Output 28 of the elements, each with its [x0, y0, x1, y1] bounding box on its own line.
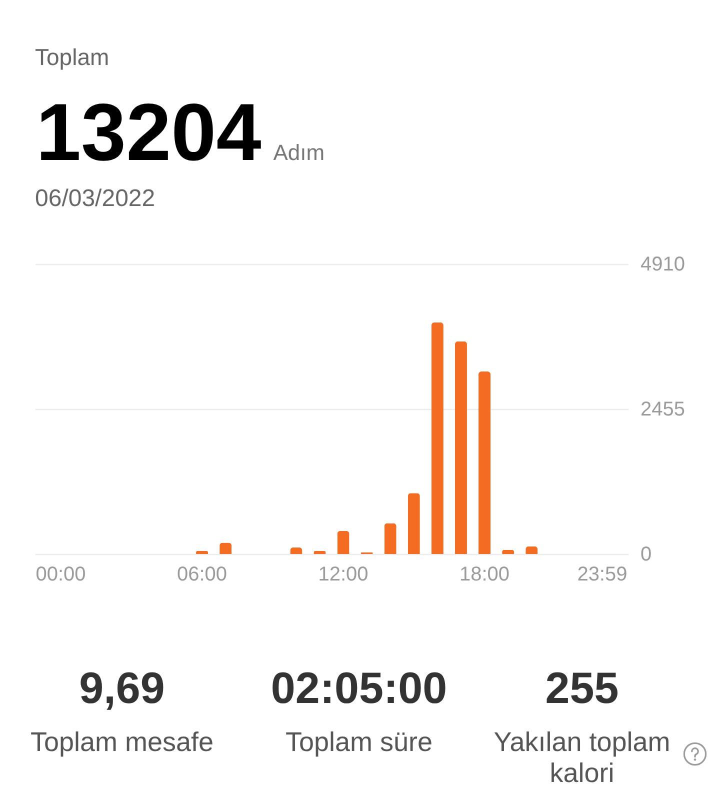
- text: 13204: [36, 88, 262, 178]
- x-tick-label: 00:00: [36, 564, 86, 586]
- text: 02:05:00: [270, 664, 448, 713]
- x-tick-label: 06:00: [176, 564, 228, 586]
- text: Adım: [273, 140, 325, 166]
- bar: [478, 371, 491, 554]
- bar: [408, 493, 420, 554]
- y-tick-label: 0: [640, 544, 652, 566]
- text: Yakılan toplam kalori: [492, 727, 672, 789]
- bar: [337, 530, 350, 554]
- text: Toplam süre: [284, 727, 434, 758]
- text: 255: [544, 664, 620, 713]
- x-tick-label: 23:59: [577, 564, 628, 586]
- bar: [431, 322, 444, 554]
- text: 9,69: [78, 664, 166, 713]
- bar: [220, 542, 232, 554]
- bar: [314, 551, 326, 554]
- bar: [196, 551, 208, 554]
- y-tick-label: 4910: [640, 254, 685, 276]
- chart-title: Toplam: [35, 44, 110, 70]
- bar: [384, 523, 396, 554]
- x-tick-label: 12:00: [318, 564, 368, 586]
- y-tick-label: 2455: [640, 398, 685, 420]
- bar: [290, 548, 302, 554]
- x-tick-label: 18:00: [459, 564, 510, 586]
- text: Toplam mesafe: [29, 727, 215, 758]
- text: 06/03/2022: [35, 185, 156, 212]
- bar: [454, 341, 467, 554]
